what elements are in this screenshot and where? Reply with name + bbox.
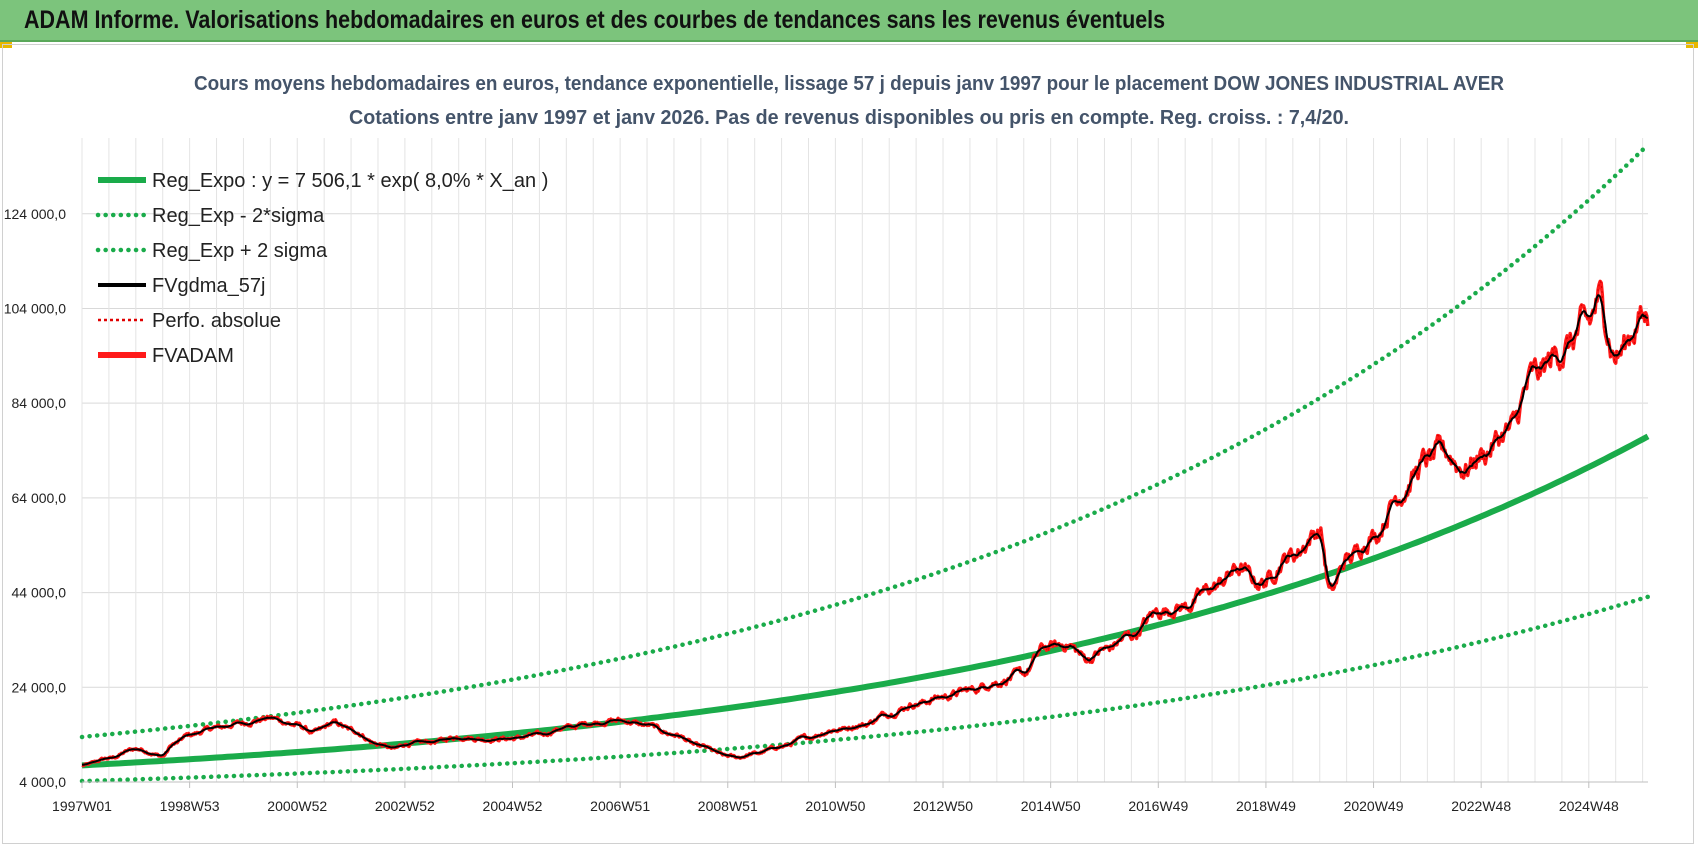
y-tick-label: 124 000,0 — [4, 206, 66, 222]
x-tick-label: 2018W49 — [1236, 798, 1296, 814]
page-title: ADAM Informe. Valorisations hebdomadaire… — [24, 6, 1166, 34]
x-tick-label: 2006W51 — [590, 798, 650, 814]
legend-item: FVADAM — [98, 345, 234, 367]
y-tick-label: 104 000,0 — [4, 300, 66, 316]
y-tick-label: 64 000,0 — [12, 490, 67, 506]
axis-layer: 4 000,0 24 000,0 44 000,0 64 000,0 84 000,0 1… — [4, 206, 1648, 814]
x-tick-label: 2020W49 — [1344, 798, 1404, 814]
corner-mark-right — [1686, 42, 1698, 48]
legend: Reg_Expo : y = 7 506,1 * exp( 8,0% * X_a… — [95, 170, 548, 367]
y-tick-label: 24 000,0 — [12, 679, 67, 695]
x-tick-label: 2024W48 — [1559, 798, 1619, 814]
series-fvadam — [81, 279, 1650, 768]
corner-mark-left — [0, 42, 12, 48]
series-reg-exp-plus-2sigma — [79, 142, 1651, 740]
legend-item: Perfo. absolue — [98, 310, 281, 332]
legend-item: Reg_Exp - 2*sigma — [95, 205, 325, 227]
y-tick-label: 44 000,0 — [12, 585, 67, 601]
grid-layer — [81, 138, 1648, 783]
y-tick-label: 84 000,0 — [12, 395, 67, 411]
series-fvgdma-57j — [81, 294, 1648, 766]
x-tick-label: 2004W52 — [483, 798, 543, 814]
series-perfo-absolue — [81, 280, 1649, 767]
legend-label: FVADAM — [152, 345, 234, 367]
header-bar: ADAM Informe. Valorisations hebdomadaire… — [0, 0, 1698, 42]
x-tick-label: 1997W01 — [52, 798, 112, 814]
legend-item: FVgdma_57j — [98, 275, 265, 297]
x-tick-label: 2008W51 — [698, 798, 758, 814]
legend-label: Reg_Expo : y = 7 506,1 * exp( 8,0% * X_a… — [152, 170, 548, 192]
x-tick-label: 2016W49 — [1128, 798, 1188, 814]
x-tick-label: 1998W53 — [160, 798, 220, 814]
series-reg-expo — [81, 433, 1650, 769]
legend-item: Reg_Exp + 2 sigma — [95, 240, 328, 262]
series-reg-exp-minus-2sigma — [79, 594, 1651, 784]
chart-title-line1: Cours moyens hebdomadaires en euros, ten… — [194, 73, 1505, 95]
series-layer — [79, 142, 1651, 784]
x-tick-label: 2014W50 — [1021, 798, 1081, 814]
legend-item: Reg_Expo : y = 7 506,1 * exp( 8,0% * X_a… — [98, 170, 548, 192]
chart-frame — [2, 44, 1694, 844]
legend-label: Reg_Exp + 2 sigma — [152, 240, 328, 262]
legend-label: Reg_Exp - 2*sigma — [152, 205, 325, 227]
x-tick-label: 2010W50 — [805, 798, 865, 814]
chart-title-line2: Cotations entre janv 1997 et janv 2026. … — [349, 107, 1349, 129]
legend-label: Perfo. absolue — [152, 310, 281, 332]
x-tick-label: 2000W52 — [267, 798, 327, 814]
x-tick-label: 2022W48 — [1451, 798, 1511, 814]
x-tick-label: 2002W52 — [375, 798, 435, 814]
y-tick-label: 4 000,0 — [19, 774, 66, 790]
legend-label: FVgdma_57j — [152, 275, 265, 297]
x-tick-label: 2012W50 — [913, 798, 973, 814]
